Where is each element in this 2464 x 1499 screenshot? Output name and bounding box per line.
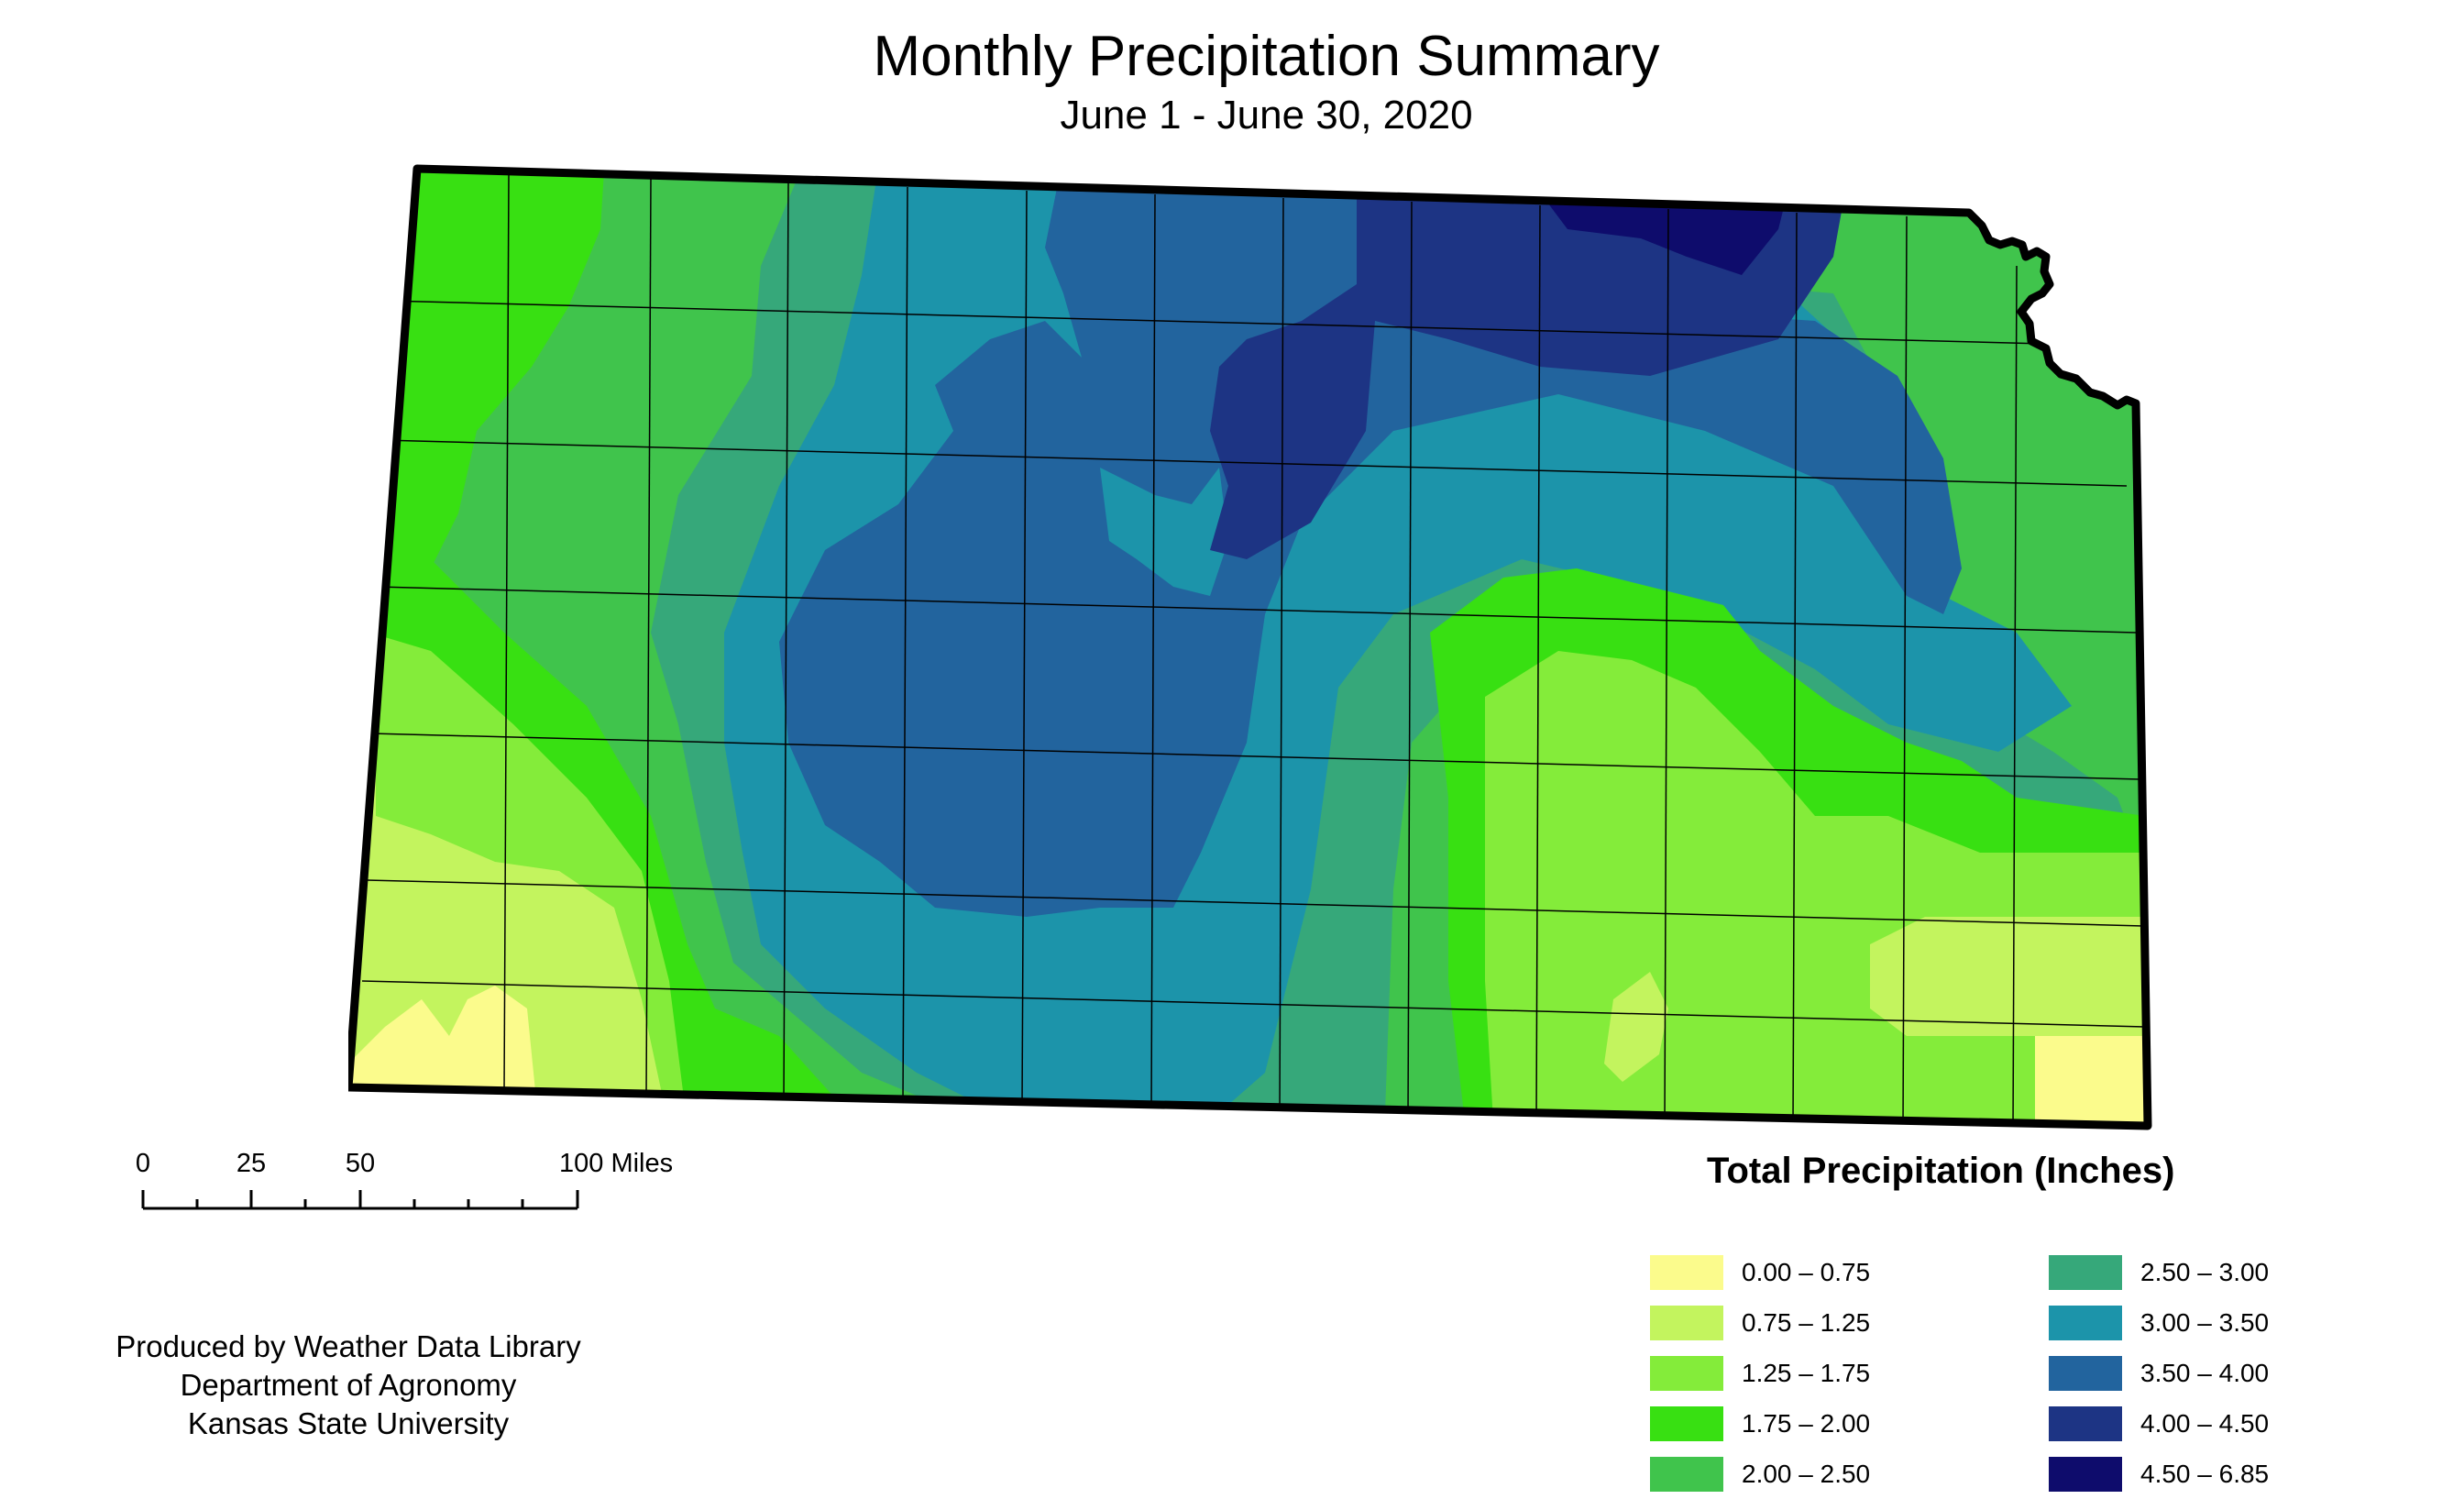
legend-swatch xyxy=(2049,1456,2122,1492)
zone-0-75-1-25-se xyxy=(1870,917,2145,1036)
scale-label-100: 100 Miles xyxy=(559,1149,673,1178)
legend-swatch xyxy=(1650,1305,1723,1340)
scale-label-25: 25 xyxy=(236,1149,266,1178)
credits-line-3: Kansas State University xyxy=(187,1406,510,1440)
scale-bar: 0 25 50 100 Miles xyxy=(128,1137,715,1219)
legend-label: 0.00 – 0.75 xyxy=(1742,1257,1871,1286)
legend-item: 3.00 – 3.50 xyxy=(2049,1297,2269,1348)
legend-title: Total Precipitation (Inches) xyxy=(1707,1151,2175,1191)
legend-label: 2.50 – 3.00 xyxy=(2140,1257,2270,1286)
zone-0-00-0-75-sw xyxy=(348,986,536,1100)
legend-item: 3.50 – 4.00 xyxy=(2049,1348,2269,1398)
legend-column-1: 0.00 – 0.75 0.75 – 1.25 1.25 – 1.75 1.75… xyxy=(1650,1247,1870,1499)
legend-item: 4.50 – 6.85 xyxy=(2049,1449,2269,1499)
legend-item: 4.00 – 4.50 xyxy=(2049,1398,2269,1449)
legend-label: 4.00 – 4.50 xyxy=(2140,1408,2270,1438)
map-title: Monthly Precipitation Summary xyxy=(873,25,1660,88)
legend-item: 1.25 – 1.75 xyxy=(1650,1348,1870,1398)
scale-label-0: 0 xyxy=(136,1149,150,1178)
legend-item: 1.75 – 2.00 xyxy=(1650,1398,1870,1449)
legend-item: 0.00 – 0.75 xyxy=(1650,1247,1870,1297)
zone-0-75-1-25-se-spot xyxy=(1604,972,1668,1082)
legend-label: 1.75 – 2.00 xyxy=(1742,1408,1871,1438)
legend-column-2: 2.50 – 3.00 3.00 – 3.50 3.50 – 4.00 4.00… xyxy=(2049,1247,2269,1499)
county-lines xyxy=(361,173,2146,1126)
legend-label: 3.00 – 3.50 xyxy=(2140,1307,2270,1337)
legend-swatch xyxy=(2049,1405,2122,1441)
legend-swatch xyxy=(2049,1305,2122,1340)
legend-swatch xyxy=(2049,1254,2122,1290)
credits-line-2: Department of Agronomy xyxy=(180,1368,517,1402)
legend-label: 3.50 – 4.00 xyxy=(2140,1358,2270,1387)
legend-label: 1.25 – 1.75 xyxy=(1742,1358,1871,1387)
legend-item: 2.00 – 2.50 xyxy=(1650,1449,1870,1499)
zone-0-00-0-75-se xyxy=(2035,1036,2145,1126)
legend-swatch xyxy=(2049,1355,2122,1391)
map-subtitle: June 1 - June 30, 2020 xyxy=(1060,93,1473,138)
credits: Produced by Weather Data Library Departm… xyxy=(55,1328,642,1443)
legend-label: 0.75 – 1.25 xyxy=(1742,1307,1871,1337)
legend-label: 2.00 – 2.50 xyxy=(1742,1459,1871,1488)
credits-line-1: Produced by Weather Data Library xyxy=(116,1329,581,1363)
legend-item: 0.75 – 1.25 xyxy=(1650,1297,1870,1348)
legend-swatch xyxy=(1650,1456,1723,1492)
legend-label: 4.50 – 6.85 xyxy=(2140,1459,2270,1488)
legend-swatch xyxy=(1650,1405,1723,1441)
kansas-precipitation-map xyxy=(348,156,2163,1155)
legend-swatch xyxy=(1650,1355,1723,1391)
zone-3-00-3-50-inlet xyxy=(1100,468,1228,596)
legend-swatch xyxy=(1650,1254,1723,1290)
scale-bar-graphic: 0 25 50 100 Miles xyxy=(136,1149,673,1210)
legend-item: 2.50 – 3.00 xyxy=(2049,1247,2269,1297)
scale-label-50: 50 xyxy=(346,1149,375,1178)
